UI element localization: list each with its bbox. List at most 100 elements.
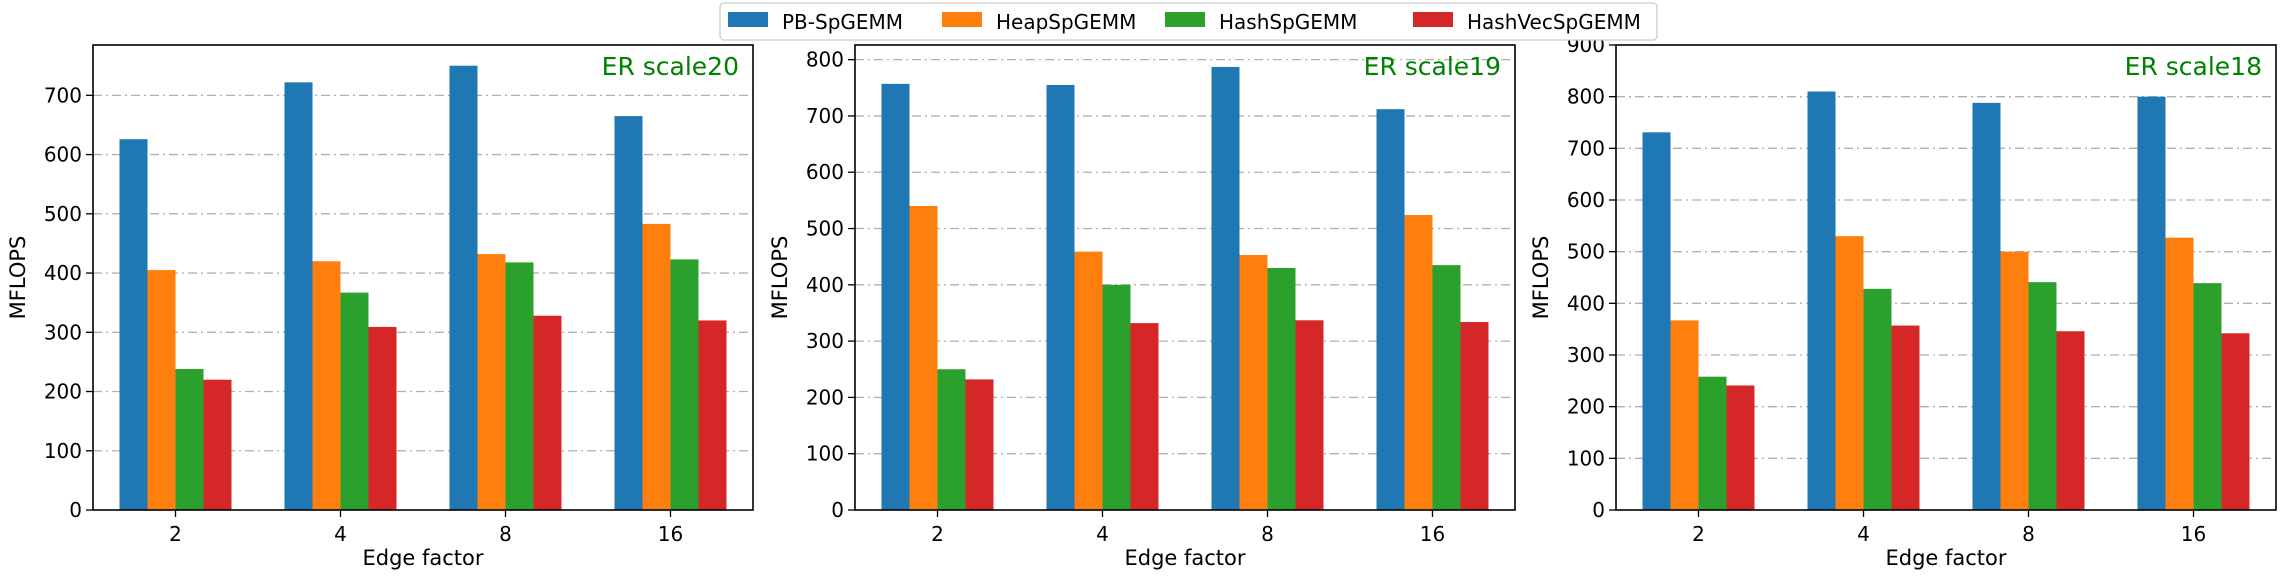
y-tick-label: 800 xyxy=(806,48,844,72)
legend-swatch xyxy=(728,12,768,27)
y-tick-label: 700 xyxy=(806,104,844,128)
x-tick-label: 8 xyxy=(1261,522,1274,546)
x-tick-label: 4 xyxy=(334,522,347,546)
plot-frame xyxy=(854,44,1516,511)
bar-hashvecspgemm-16 xyxy=(1460,321,1489,510)
bar-hashspgemm-4 xyxy=(340,292,369,510)
bar-heapspgemm-8 xyxy=(1239,254,1268,510)
legend: PB-SpGEMM HeapSpGEMM HashSpGEMM HashVecSpGE… xyxy=(719,2,1658,41)
y-tick-label: 200 xyxy=(44,380,82,404)
bar-heapspgemm-16 xyxy=(642,223,671,510)
x-axis-label: Edge factor xyxy=(362,546,483,570)
y-tick-label: 600 xyxy=(1567,188,1605,212)
y-tick-label: 400 xyxy=(806,273,844,297)
bar-pb-spgemm-16 xyxy=(614,116,643,511)
y-tick-label: 0 xyxy=(1592,498,1605,522)
chart-panel-1: 0 100 200 300 400 500 600 700 2 4 8 16 Edge factor MF… xyxy=(6,44,754,570)
y-axis-label: MFLOPS xyxy=(1529,236,1553,320)
bar-pb-spgemm-8 xyxy=(1972,102,2001,510)
bar-pb-spgemm-2 xyxy=(119,139,148,511)
y-tick-label: 500 xyxy=(44,202,82,226)
bar-hashvecspgemm-4 xyxy=(1130,323,1159,510)
panel-title: ER scale18 xyxy=(2125,52,2262,81)
y-tick-label: 700 xyxy=(1567,136,1605,160)
bar-heapspgemm-2 xyxy=(147,270,176,510)
chart-panel-2: 0 100 200 300 400 500 600 700 800 2 4 8 16 Edge facto… xyxy=(768,44,1516,570)
bar-hashvecspgemm-4 xyxy=(368,326,397,510)
bar-heapspgemm-2 xyxy=(909,206,938,511)
bar-hashvecspgemm-4 xyxy=(1891,325,1920,510)
y-tick-label: 100 xyxy=(1567,446,1605,470)
plot-frame xyxy=(1615,44,2277,511)
bar-hashvecspgemm-16 xyxy=(2221,333,2250,510)
bar-hashspgemm-2 xyxy=(937,369,966,510)
bar-heapspgemm-8 xyxy=(477,254,506,510)
x-axis-label: Edge factor xyxy=(1124,546,1245,570)
x-tick-label: 4 xyxy=(1857,522,1870,546)
x-tick-label: 2 xyxy=(169,522,182,546)
x-axis-label: Edge factor xyxy=(1885,546,2006,570)
y-tick-label: 600 xyxy=(806,160,844,184)
bar-hashvecspgemm-8 xyxy=(1295,320,1324,510)
y-tick-label: 500 xyxy=(1567,240,1605,264)
bar-heapspgemm-4 xyxy=(1074,251,1103,510)
bar-hashvecspgemm-8 xyxy=(533,315,562,510)
bar-heapspgemm-16 xyxy=(1404,215,1433,511)
bar-hashvecspgemm-8 xyxy=(2056,331,2085,510)
bar-pb-spgemm-4 xyxy=(1807,91,1836,510)
y-tick-label: 0 xyxy=(831,498,844,522)
legend-swatch xyxy=(942,12,982,27)
legend-swatch xyxy=(1413,12,1453,27)
y-tick-label: 300 xyxy=(1567,343,1605,367)
bar-heapspgemm-4 xyxy=(312,261,341,510)
bar-pb-spgemm-16 xyxy=(1376,109,1405,510)
bar-hashvecspgemm-16 xyxy=(698,320,727,510)
y-tick-label: 100 xyxy=(44,439,82,463)
bar-hashspgemm-8 xyxy=(505,262,534,510)
x-tick-label: 8 xyxy=(2022,522,2035,546)
bar-hashspgemm-16 xyxy=(1432,265,1461,510)
bar-hashspgemm-2 xyxy=(175,369,204,510)
bar-heapspgemm-4 xyxy=(1835,236,1864,510)
bar-hashvecspgemm-2 xyxy=(1726,385,1755,510)
bar-hashspgemm-2 xyxy=(1698,376,1727,510)
y-tick-label: 400 xyxy=(1567,291,1605,315)
x-tick-label: 16 xyxy=(2181,522,2206,546)
y-tick-label: 0 xyxy=(69,498,82,522)
y-tick-label: 200 xyxy=(1567,395,1605,419)
bar-hashspgemm-16 xyxy=(2193,283,2222,510)
y-tick-label: 400 xyxy=(44,261,82,285)
x-tick-label: 16 xyxy=(658,522,683,546)
y-tick-label: 800 xyxy=(1567,85,1605,109)
bar-hashspgemm-4 xyxy=(1102,284,1131,510)
y-tick-label: 300 xyxy=(806,329,844,353)
legend-label: HashVecSpGEMM xyxy=(1467,10,1641,34)
bar-hashvecspgemm-2 xyxy=(965,379,994,510)
panel-title: ER scale19 xyxy=(1364,52,1501,81)
y-tick-label: 500 xyxy=(806,217,844,241)
bar-heapspgemm-8 xyxy=(2000,251,2029,510)
bar-hashspgemm-8 xyxy=(1267,267,1296,510)
x-tick-label: 16 xyxy=(1420,522,1445,546)
y-tick-label: 200 xyxy=(806,385,844,409)
x-tick-label: 2 xyxy=(1692,522,1705,546)
panel-title: ER scale20 xyxy=(602,52,739,81)
bar-heapspgemm-16 xyxy=(2165,237,2194,510)
x-tick-label: 2 xyxy=(931,522,944,546)
legend-label: HeapSpGEMM xyxy=(996,10,1136,34)
bar-pb-spgemm-8 xyxy=(449,65,478,510)
bar-pb-spgemm-8 xyxy=(1211,66,1240,511)
bar-pb-spgemm-2 xyxy=(881,83,910,511)
y-axis-label: MFLOPS xyxy=(768,236,792,320)
bar-pb-spgemm-2 xyxy=(1642,132,1671,511)
bar-pb-spgemm-16 xyxy=(2137,96,2166,511)
bar-hashspgemm-4 xyxy=(1863,288,1892,510)
y-axis-label: MFLOPS xyxy=(6,236,30,320)
plot-frame xyxy=(92,44,754,511)
y-tick-label: 100 xyxy=(806,442,844,466)
bar-hashspgemm-16 xyxy=(670,259,699,510)
y-tick-label: 300 xyxy=(44,320,82,344)
bar-pb-spgemm-4 xyxy=(1046,84,1075,511)
